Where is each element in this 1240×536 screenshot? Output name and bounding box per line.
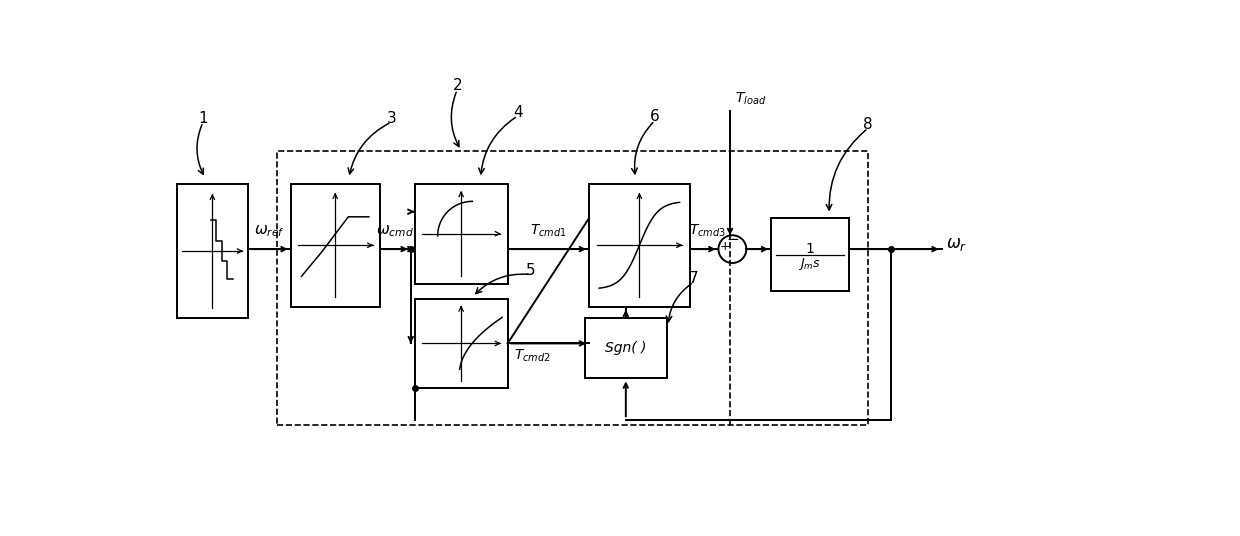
Bar — [290, 184, 379, 307]
Bar — [585, 318, 667, 378]
Text: 6: 6 — [650, 109, 660, 124]
Bar — [414, 299, 507, 388]
Text: +: + — [719, 240, 730, 252]
Bar — [589, 184, 689, 307]
Text: 3: 3 — [387, 111, 397, 126]
Text: 4: 4 — [513, 105, 522, 120]
Text: 8: 8 — [863, 117, 873, 132]
Text: 1: 1 — [198, 111, 208, 126]
Bar — [176, 184, 248, 318]
Text: $\omega_{ref}$: $\omega_{ref}$ — [254, 224, 285, 239]
Text: Sgn( ): Sgn( ) — [605, 341, 646, 355]
Text: 1: 1 — [806, 242, 815, 256]
Text: 7: 7 — [688, 271, 698, 286]
Text: −: − — [727, 232, 739, 247]
Text: $T_{cmd3}$: $T_{cmd3}$ — [688, 223, 725, 239]
Text: $T_{load}$: $T_{load}$ — [734, 90, 766, 107]
Text: $J_m s$: $J_m s$ — [797, 256, 821, 272]
Text: $\omega_{cmd}$: $\omega_{cmd}$ — [376, 224, 414, 239]
Text: $\omega_r$: $\omega_r$ — [945, 235, 967, 254]
Text: 2: 2 — [453, 78, 463, 93]
Text: 5: 5 — [526, 263, 536, 278]
Text: $T_{cmd2}$: $T_{cmd2}$ — [513, 347, 551, 364]
Bar — [771, 218, 848, 292]
Bar — [414, 184, 507, 284]
Text: $T_{cmd1}$: $T_{cmd1}$ — [529, 223, 567, 239]
Bar — [278, 151, 868, 425]
